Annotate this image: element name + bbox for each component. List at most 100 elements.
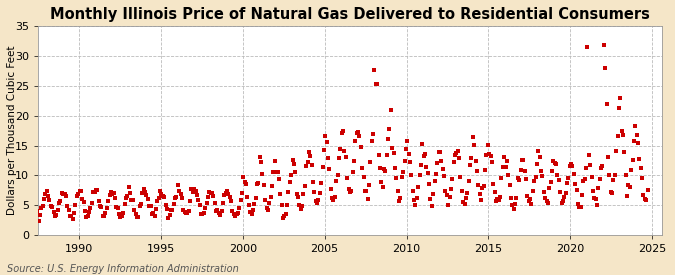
- Point: [66, 214, 77, 218]
- Point: [197, 212, 208, 216]
- Point: [357, 166, 368, 170]
- Point: [30, 209, 41, 213]
- Point: [284, 180, 295, 185]
- Point: [610, 173, 620, 178]
- Point: [466, 156, 477, 160]
- Point: [211, 208, 221, 213]
- Point: [392, 189, 403, 193]
- Point: [52, 208, 63, 212]
- Point: [310, 199, 321, 203]
- Point: [118, 211, 129, 215]
- Point: [207, 190, 217, 195]
- Point: [32, 209, 43, 214]
- Point: [338, 129, 348, 134]
- Point: [554, 178, 564, 183]
- Point: [260, 198, 271, 202]
- Point: [387, 145, 398, 150]
- Point: [333, 156, 344, 160]
- Point: [163, 216, 173, 221]
- Point: [614, 105, 624, 110]
- Point: [437, 167, 448, 171]
- Point: [305, 154, 316, 158]
- Point: [335, 147, 346, 151]
- Point: [209, 201, 220, 205]
- Point: [101, 206, 112, 211]
- Point: [208, 194, 219, 198]
- Point: [377, 185, 388, 189]
- Point: [586, 175, 597, 180]
- Point: [637, 176, 647, 180]
- Point: [70, 203, 81, 207]
- Point: [288, 162, 299, 166]
- Y-axis label: Dollars per Thousand Cubic Feet: Dollars per Thousand Cubic Feet: [7, 46, 17, 215]
- Point: [178, 207, 189, 212]
- Point: [99, 214, 109, 218]
- Point: [350, 139, 360, 144]
- Point: [146, 211, 157, 216]
- Point: [493, 198, 504, 203]
- Point: [381, 153, 392, 158]
- Point: [373, 153, 384, 157]
- Point: [290, 170, 300, 174]
- Point: [296, 207, 306, 211]
- Point: [369, 68, 380, 72]
- Point: [516, 158, 527, 162]
- Point: [128, 198, 138, 202]
- Point: [252, 182, 263, 186]
- Point: [514, 178, 524, 182]
- Point: [291, 192, 302, 196]
- Point: [142, 197, 153, 201]
- Point: [476, 198, 487, 202]
- Point: [267, 184, 277, 188]
- Point: [396, 175, 407, 180]
- Point: [157, 194, 168, 199]
- Point: [107, 192, 117, 196]
- Point: [358, 174, 369, 179]
- Point: [352, 130, 363, 134]
- Point: [55, 199, 65, 203]
- Point: [448, 160, 459, 165]
- Point: [515, 167, 526, 172]
- Point: [68, 217, 78, 221]
- Point: [149, 214, 160, 219]
- Point: [130, 212, 141, 216]
- Point: [631, 133, 642, 137]
- Point: [354, 134, 365, 139]
- Point: [471, 169, 482, 173]
- Point: [604, 172, 615, 177]
- Point: [223, 192, 234, 196]
- Point: [73, 191, 84, 196]
- Point: [151, 207, 161, 211]
- Point: [618, 133, 628, 138]
- Point: [502, 159, 512, 163]
- Point: [264, 201, 275, 205]
- Point: [237, 191, 248, 196]
- Point: [402, 139, 412, 143]
- Point: [82, 213, 93, 218]
- Point: [167, 208, 178, 212]
- Point: [340, 155, 351, 159]
- Point: [620, 172, 631, 177]
- Point: [435, 150, 446, 154]
- Point: [48, 210, 59, 214]
- Point: [571, 188, 582, 192]
- Point: [194, 203, 205, 208]
- Point: [230, 213, 240, 218]
- Point: [518, 157, 529, 162]
- Point: [450, 153, 460, 158]
- Point: [323, 155, 333, 160]
- Point: [313, 197, 324, 202]
- Point: [549, 161, 560, 165]
- Point: [141, 193, 152, 197]
- Point: [112, 206, 123, 210]
- Point: [347, 170, 358, 175]
- Point: [220, 190, 231, 195]
- Point: [468, 143, 479, 147]
- Point: [391, 176, 402, 180]
- Point: [253, 181, 264, 186]
- Point: [198, 210, 209, 215]
- Point: [368, 132, 379, 136]
- Point: [628, 139, 639, 144]
- Point: [265, 195, 276, 199]
- Point: [171, 195, 182, 199]
